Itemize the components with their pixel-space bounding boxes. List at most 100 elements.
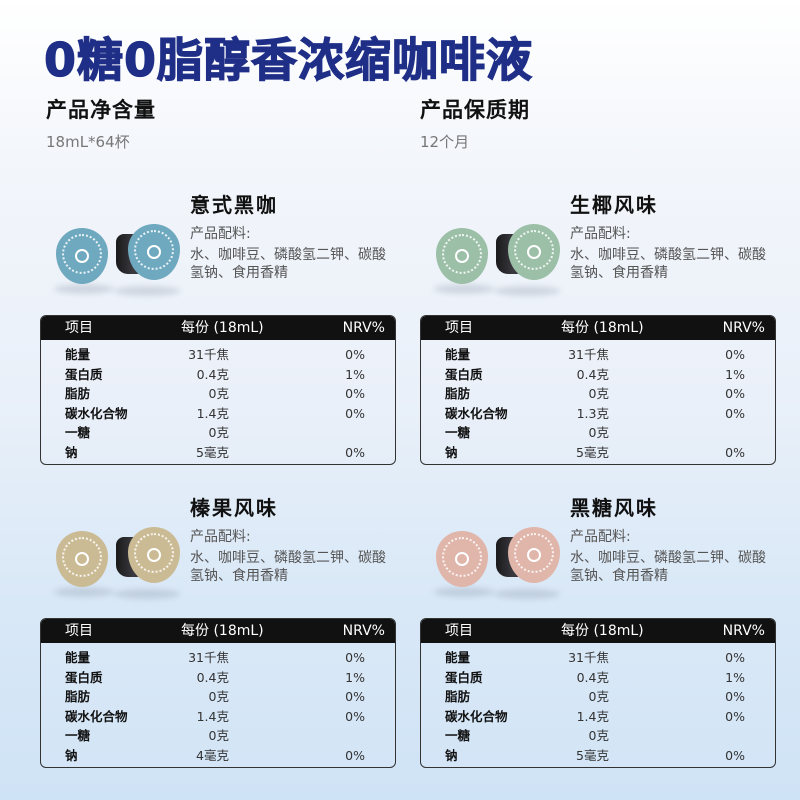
table-row: 钠 5毫克 0% <box>421 443 775 463</box>
nutrient-name: 蛋白质 <box>445 669 483 685</box>
header-nrv: NRV% <box>722 623 765 639</box>
nutrient-nrv: 0% <box>725 405 745 421</box>
table-row: 蛋白质 0.4克 1% <box>421 668 775 688</box>
table-row: 一糖 0克 <box>41 423 395 443</box>
header-per-serving: 每份 (18mL) <box>561 623 644 639</box>
capsule-shadow <box>54 587 114 597</box>
nutrient-value: 0克 <box>588 728 609 743</box>
product-header: 生椰风味 产品配料: 水、咖啡豆、磷酸氢二钾、碳酸氢钠、食用香精 <box>420 192 780 322</box>
nutrient-name: 一糖 <box>65 425 91 440</box>
product-name: 榛果风味 <box>190 496 278 520</box>
table-row: 碳水化合物 1.4克 0% <box>41 404 395 424</box>
shelf-life-value: 12个月 <box>420 133 470 151</box>
table-row: 脂肪 0克 0% <box>421 687 775 707</box>
capsule-image <box>52 216 182 296</box>
ingredients-label: 产品配料: <box>190 226 251 242</box>
ingredients-label: 产品配料: <box>570 226 631 242</box>
nutrient-name: 一糖 <box>445 425 471 440</box>
nutrient-value: 0克 <box>208 689 229 704</box>
ingredients-text: 水、咖啡豆、磷酸氢二钾、碳酸氢钠、食用香精 <box>570 550 766 584</box>
product-name: 黑糖风味 <box>570 496 658 520</box>
nutrition-table-body: 能量 31千焦 0% 蛋白质 0.4克 1% 脂肪 0克 0% 碳水化合物 1.4克 0% 一糖 0克钠 4… <box>41 643 395 765</box>
product-card: 榛果风味 产品配料: 水、咖啡豆、磷酸氢二钾、碳酸氢钠、食用香精 项目 每份 (… <box>40 495 400 768</box>
ingredients-text: 水、咖啡豆、磷酸氢二钾、碳酸氢钠、食用香精 <box>570 247 766 281</box>
nutrient-nrv: 1% <box>725 366 745 382</box>
table-row: 脂肪 0克 0% <box>421 384 775 404</box>
nutrient-value: 0克 <box>588 386 609 401</box>
nutrient-value: 31千焦 <box>188 650 229 665</box>
nutrient-name: 能量 <box>65 347 91 362</box>
nutrition-table-body: 能量 31千焦 0% 蛋白质 0.4克 1% 脂肪 0克 0% 碳水化合物 1.3克 0% 一糖 0克钠 5… <box>421 340 775 462</box>
table-row: 能量 31千焦 0% <box>41 345 395 365</box>
nutrient-value: 1.4克 <box>576 708 609 724</box>
page-title: 0糖0脂醇香浓缩咖啡液 <box>43 32 534 87</box>
capsule-lid-icon <box>128 527 180 583</box>
capsule-lid-icon <box>436 228 488 284</box>
nutrient-name: 蛋白质 <box>65 669 103 685</box>
nutrient-value: 4毫克 <box>196 747 229 763</box>
nutrition-table-header: 项目 每份 (18mL) NRV% <box>41 316 395 340</box>
nutrient-name: 蛋白质 <box>445 366 483 382</box>
nutrient-value: 5毫克 <box>576 444 609 460</box>
nutrient-nrv: 0% <box>345 650 365 665</box>
nutrient-value: 0.4克 <box>196 669 229 685</box>
nutrient-value: 0.4克 <box>576 669 609 685</box>
nutrient-nrv: 0% <box>345 747 365 763</box>
table-row: 蛋白质 0.4克 1% <box>421 365 775 385</box>
product-card: 意式黑咖 产品配料: 水、咖啡豆、磷酸氢二钾、碳酸氢钠、食用香精 项目 每份 (… <box>40 192 400 465</box>
nutrient-value: 31千焦 <box>568 650 609 665</box>
capsule-shadow <box>114 286 180 296</box>
nutrient-name: 一糖 <box>65 728 91 743</box>
nutrient-value: 5毫克 <box>196 444 229 460</box>
nutrient-value: 31千焦 <box>568 347 609 362</box>
header-item: 项目 <box>65 320 93 336</box>
nutrient-name: 碳水化合物 <box>65 708 128 724</box>
product-header: 黑糖风味 产品配料: 水、咖啡豆、磷酸氢二钾、碳酸氢钠、食用香精 <box>420 495 780 625</box>
nutrient-value: 0克 <box>208 728 229 743</box>
table-row: 蛋白质 0.4克 1% <box>41 365 395 385</box>
shelf-life-label: 产品保质期 <box>420 98 530 122</box>
table-row: 能量 31千焦 0% <box>41 648 395 668</box>
table-row: 一糖 0克 <box>41 726 395 746</box>
nutrient-name: 能量 <box>445 347 471 362</box>
ingredients-text: 水、咖啡豆、磷酸氢二钾、碳酸氢钠、食用香精 <box>190 550 386 584</box>
nutrient-nrv: 0% <box>345 444 365 460</box>
nutrient-nrv: 1% <box>345 366 365 382</box>
capsule-shadow <box>434 284 494 294</box>
header-item: 项目 <box>65 623 93 639</box>
table-row: 钠 4毫克 0% <box>41 746 395 766</box>
table-row: 蛋白质 0.4克 1% <box>41 668 395 688</box>
nutrient-nrv: 0% <box>725 689 745 704</box>
header-nrv: NRV% <box>342 623 385 639</box>
nutrient-name: 碳水化合物 <box>445 405 508 421</box>
table-row: 碳水化合物 1.3克 0% <box>421 404 775 424</box>
table-row: 钠 5毫克 0% <box>421 746 775 766</box>
header-per-serving: 每份 (18mL) <box>181 320 264 336</box>
product-header: 榛果风味 产品配料: 水、咖啡豆、磷酸氢二钾、碳酸氢钠、食用香精 <box>40 495 400 625</box>
nutrient-nrv: 0% <box>725 444 745 460</box>
header-per-serving: 每份 (18mL) <box>561 320 644 336</box>
nutrient-name: 钠 <box>445 444 458 460</box>
nutrient-nrv: 0% <box>345 386 365 401</box>
product-name: 生椰风味 <box>570 193 658 217</box>
nutrient-value: 5毫克 <box>576 747 609 763</box>
product-card: 黑糖风味 产品配料: 水、咖啡豆、磷酸氢二钾、碳酸氢钠、食用香精 项目 每份 (… <box>420 495 780 768</box>
table-row: 碳水化合物 1.4克 0% <box>41 707 395 727</box>
table-row: 碳水化合物 1.4克 0% <box>421 707 775 727</box>
nutrition-table: 项目 每份 (18mL) NRV% 能量 31千焦 0% 蛋白质 0.4克 1% 脂肪 0克 0… <box>420 618 776 768</box>
ingredients-label: 产品配料: <box>570 529 631 545</box>
header-item: 项目 <box>445 320 473 336</box>
nutrient-value: 1.4克 <box>196 708 229 724</box>
product-card: 生椰风味 产品配料: 水、咖啡豆、磷酸氢二钾、碳酸氢钠、食用香精 项目 每份 (… <box>420 192 780 465</box>
capsule-shadow <box>434 587 494 597</box>
nutrient-name: 碳水化合物 <box>445 708 508 724</box>
capsule-shadow <box>54 284 114 294</box>
capsule-lid-icon <box>128 224 180 280</box>
nutrient-name: 蛋白质 <box>65 366 103 382</box>
capsule-shadow <box>494 286 560 296</box>
nutrient-name: 钠 <box>65 747 78 763</box>
nutrient-nrv: 0% <box>725 747 745 763</box>
capsule-image <box>432 519 562 599</box>
header-nrv: NRV% <box>342 320 385 336</box>
table-row: 一糖 0克 <box>421 423 775 443</box>
